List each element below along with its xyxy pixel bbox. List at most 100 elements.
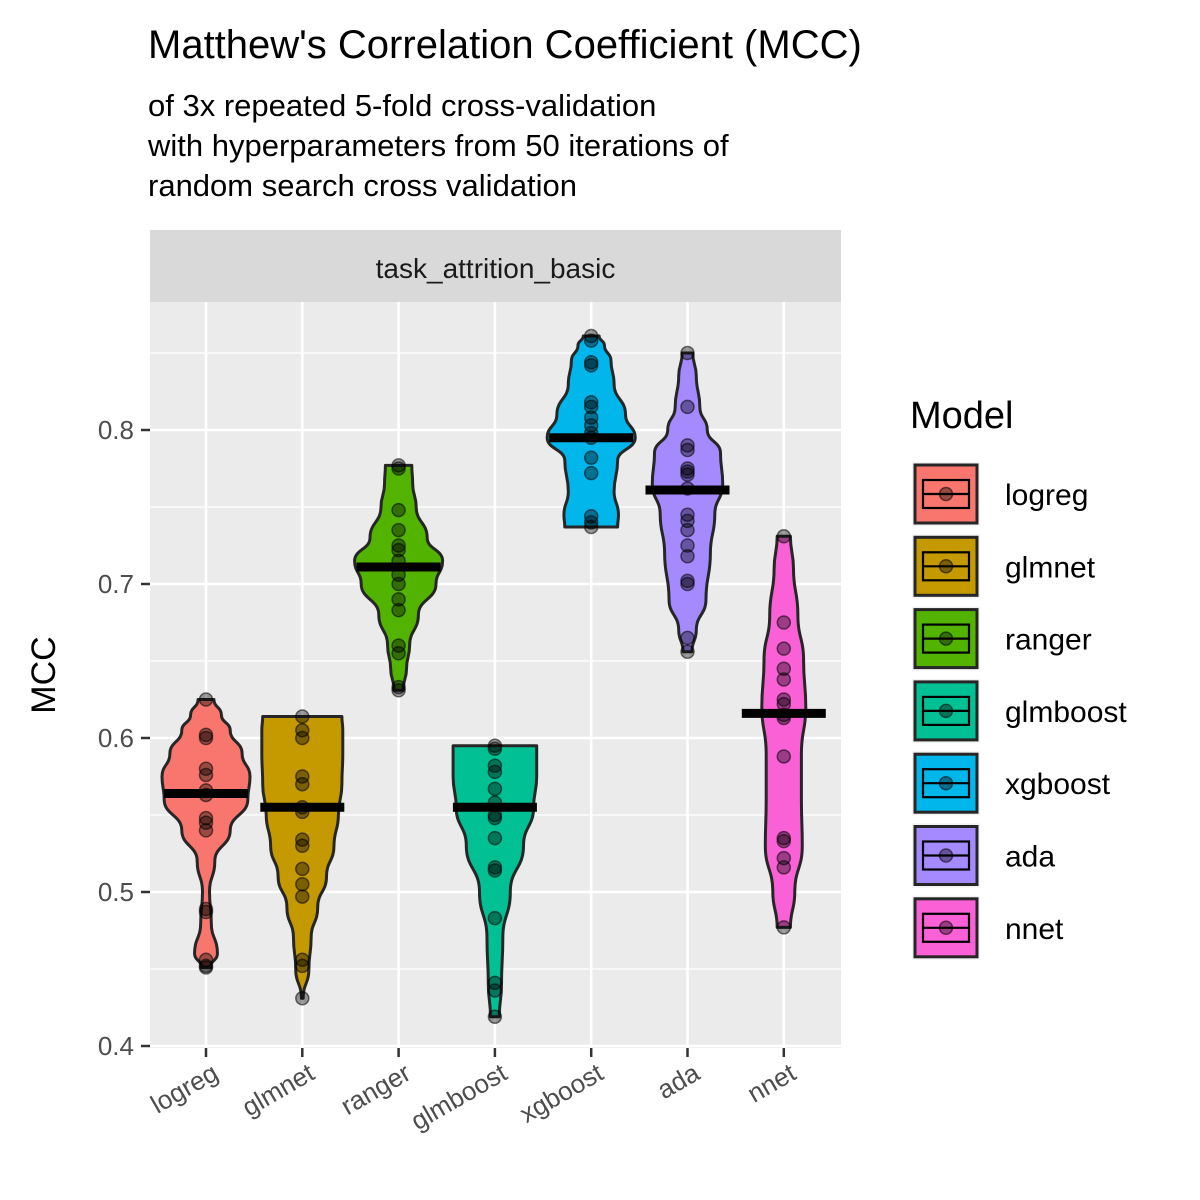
point-ada xyxy=(680,442,695,458)
point-logreg xyxy=(198,730,214,746)
point-glmnet xyxy=(295,723,310,738)
point-nnet xyxy=(776,833,792,849)
point-xgboost xyxy=(583,333,599,348)
point-glmboost xyxy=(487,764,503,780)
point-glmboost xyxy=(487,1009,503,1024)
legend-swatch-point xyxy=(938,703,954,719)
point-glmnet xyxy=(295,776,310,792)
point-ranger xyxy=(391,683,406,698)
point-nnet xyxy=(776,920,792,935)
point-glmnet xyxy=(295,861,310,877)
point-nnet xyxy=(776,529,792,544)
x-tick-label-xgboost: xgboost xyxy=(514,1057,609,1129)
point-glmnet xyxy=(295,877,310,892)
violins xyxy=(160,328,826,1024)
y-tick-label: 0.8 xyxy=(98,415,134,445)
point-xgboost xyxy=(583,399,599,415)
legend-swatch-point xyxy=(938,920,954,936)
point-logreg xyxy=(198,960,214,975)
point-glmboost xyxy=(487,741,503,757)
legend-swatch-point xyxy=(938,631,954,646)
x-tick-label-nnet: nnet xyxy=(742,1057,801,1109)
point-glmboost xyxy=(487,781,503,797)
y-tick-label: 0.5 xyxy=(98,877,134,907)
point-xgboost xyxy=(583,519,599,535)
point-glmboost xyxy=(487,975,503,991)
point-glmnet xyxy=(295,709,310,724)
point-ranger xyxy=(391,542,406,558)
facet-label: task_attrition_basic xyxy=(376,253,616,284)
point-ranger xyxy=(391,576,406,592)
legend-label-ranger: ranger xyxy=(1005,624,1092,657)
x-tick-label-glmboost: glmboost xyxy=(406,1057,513,1136)
point-logreg xyxy=(198,692,214,707)
point-xgboost xyxy=(583,328,599,344)
point-nnet xyxy=(776,672,792,687)
point-xgboost xyxy=(583,395,599,410)
point-nnet xyxy=(776,641,792,656)
point-nnet xyxy=(776,692,792,707)
y-tick-label: 0.7 xyxy=(98,569,134,599)
point-nnet xyxy=(776,615,792,630)
y-axis-label: MCC xyxy=(25,636,63,713)
violin-glmnet xyxy=(260,714,345,1000)
point-glmnet xyxy=(295,991,310,1006)
point-ranger xyxy=(391,538,406,553)
point-ranger xyxy=(391,602,406,618)
point-ada xyxy=(680,522,695,538)
point-glmboost xyxy=(487,910,503,926)
point-glmboost xyxy=(487,830,503,846)
point-ada xyxy=(680,549,695,564)
y-tick-label: 0.6 xyxy=(98,723,134,753)
x-tick-label-logreg: logreg xyxy=(145,1057,223,1119)
legend-swatch-point xyxy=(938,486,954,502)
point-ada xyxy=(680,345,695,361)
point-glmboost xyxy=(487,810,503,826)
point-ranger xyxy=(391,522,406,538)
legend-title: Model xyxy=(910,395,1014,437)
legend-label-ada: ada xyxy=(1005,841,1055,874)
point-ada xyxy=(680,438,695,453)
point-xgboost xyxy=(583,358,599,373)
point-xgboost xyxy=(583,465,599,481)
point-glmboost xyxy=(487,863,503,878)
legend-swatch-point xyxy=(938,775,954,791)
point-nnet xyxy=(776,749,792,764)
legend-label-glmboost: glmboost xyxy=(1005,696,1127,729)
point-glmnet xyxy=(295,958,310,974)
legend-label-xgboost: xgboost xyxy=(1005,768,1111,801)
x-tick-label-glmnet: glmnet xyxy=(237,1057,320,1122)
point-glmnet xyxy=(295,838,310,854)
point-ada xyxy=(680,538,695,553)
chart-subtitle-line-1: of 3x repeated 5-fold cross-validation xyxy=(148,88,656,123)
point-glmnet xyxy=(295,889,310,904)
point-ada xyxy=(680,399,695,415)
legend: logreg glmnet ranger glmboost xgboost ada nnet xyxy=(912,462,1127,960)
point-xgboost xyxy=(583,515,599,530)
y-tick-label: 0.4 xyxy=(98,1031,134,1061)
legend-swatch-point xyxy=(938,559,954,574)
x-tick-label-ranger: ranger xyxy=(336,1057,416,1121)
point-logreg xyxy=(198,823,214,838)
legend-label-logreg: logreg xyxy=(1005,479,1088,512)
point-logreg xyxy=(198,767,214,783)
point-nnet xyxy=(776,661,792,676)
x-tick-label-ada: ada xyxy=(652,1057,705,1105)
point-glmnet xyxy=(295,730,310,746)
point-glmboost xyxy=(487,983,503,998)
point-ranger xyxy=(391,592,406,607)
legend-label-glmnet: glmnet xyxy=(1005,551,1096,584)
point-glmnet xyxy=(295,769,310,784)
point-ranger xyxy=(391,646,406,661)
chart-subtitle-line-2: with hyperparameters from 50 iterations … xyxy=(147,128,729,163)
point-ada xyxy=(680,467,695,482)
chart-title: Matthew's Correlation Coefficient (MCC) xyxy=(148,23,862,67)
point-xgboost xyxy=(583,410,599,425)
point-ada xyxy=(680,630,695,646)
point-ranger xyxy=(391,502,406,518)
facet-strip xyxy=(150,230,841,302)
point-ranger xyxy=(391,461,406,476)
y-axis: 0.4 0.5 0.6 0.7 0.8 xyxy=(98,415,150,1061)
